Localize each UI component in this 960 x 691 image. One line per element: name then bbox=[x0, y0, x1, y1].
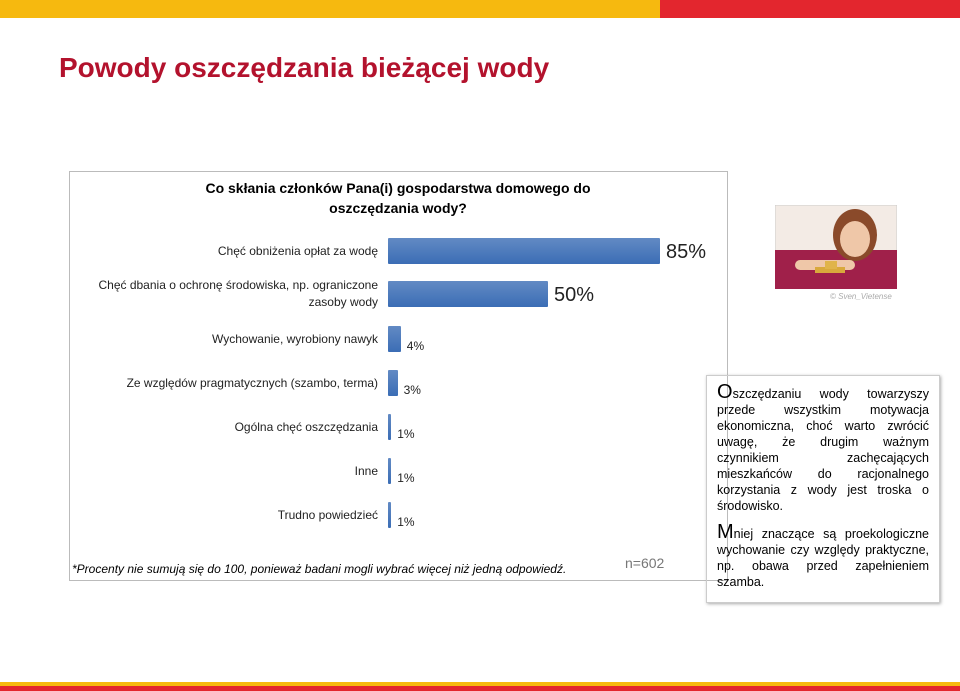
value-label: 1% bbox=[397, 427, 415, 441]
bar bbox=[388, 326, 401, 352]
category-label: Wychowanie, wyrobiony nawyk bbox=[212, 331, 378, 346]
slide-title: Powody oszczędzania bieżącej wody bbox=[59, 52, 550, 83]
chart-title: Co skłania członków Pana(i) gospodarstwa… bbox=[205, 180, 591, 216]
note: Oszczędzaniu wody towarzyszy przede wszy… bbox=[717, 381, 929, 513]
value-label: 1% bbox=[397, 515, 415, 529]
value-label: 85% bbox=[666, 241, 707, 263]
bottom-bar-red bbox=[0, 686, 960, 691]
note: Mniej znaczące są proekologiczne wychowa… bbox=[717, 521, 929, 589]
photo-credit: © Sven_Vietense bbox=[830, 292, 892, 301]
value-label: 50% bbox=[554, 284, 595, 306]
value-label: 1% bbox=[397, 471, 415, 485]
value-label: 3% bbox=[403, 383, 421, 397]
bar bbox=[388, 281, 548, 307]
category-label: Inne bbox=[354, 463, 378, 478]
category-label: Chęć dbania o ochronę środowiska, np. og… bbox=[98, 278, 378, 309]
chart-frame bbox=[69, 171, 728, 581]
bar bbox=[388, 238, 660, 264]
category-label: Chęć obniżenia opłat za wodę bbox=[217, 243, 378, 258]
photo bbox=[775, 205, 897, 289]
sample-size: n=602 bbox=[625, 555, 665, 571]
bar bbox=[388, 458, 392, 484]
top-bar-yellow bbox=[0, 0, 660, 18]
footnote: *Procenty nie sumują się do 100, poniewa… bbox=[72, 562, 567, 576]
value-label: 4% bbox=[406, 339, 425, 353]
category-label: Ogólna chęć oszczędzania bbox=[234, 419, 378, 434]
bar bbox=[388, 414, 392, 440]
category-label: Ze względów pragmatycznych (szambo, term… bbox=[126, 375, 378, 390]
top-bar-red bbox=[660, 0, 960, 18]
bottom-bar-yellow bbox=[0, 682, 960, 686]
category-label: Trudno powiedzieć bbox=[277, 507, 378, 522]
bar bbox=[388, 502, 392, 528]
notes-box: Oszczędzaniu wody towarzyszy przede wszy… bbox=[706, 375, 940, 603]
bar bbox=[388, 370, 398, 396]
